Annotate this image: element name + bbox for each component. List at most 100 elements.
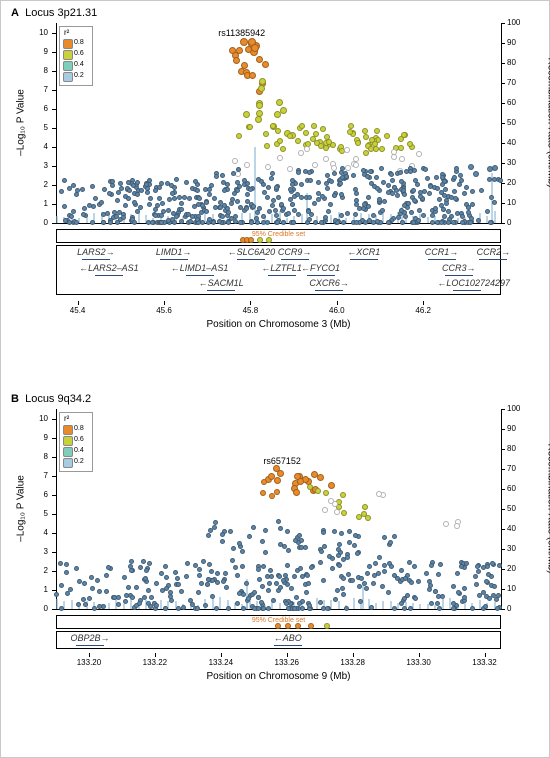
point (345, 211, 350, 216)
point (297, 478, 304, 485)
point (115, 220, 120, 225)
gene-model (350, 259, 378, 260)
point (424, 571, 429, 576)
point (263, 131, 269, 137)
point (105, 211, 110, 216)
point (199, 581, 204, 586)
point (362, 202, 367, 207)
point (377, 555, 382, 560)
point (417, 208, 422, 213)
point (135, 192, 140, 197)
panel-label: A Locus 3p21.31 (11, 7, 97, 19)
point (127, 188, 132, 193)
point (392, 606, 397, 611)
ytick (52, 552, 56, 553)
ytick-label: 0 (44, 604, 48, 613)
point (251, 525, 256, 530)
point (389, 564, 394, 569)
point (244, 206, 249, 211)
ytick (52, 514, 56, 515)
point (290, 202, 295, 207)
point (134, 585, 139, 590)
point (368, 146, 374, 152)
point (325, 173, 330, 178)
point (464, 561, 469, 566)
point (89, 575, 94, 580)
point (356, 514, 362, 520)
point (247, 124, 253, 130)
point (326, 209, 331, 214)
y2tick-label: 60 (507, 98, 516, 107)
point (315, 488, 321, 494)
point (345, 555, 350, 560)
point (277, 155, 283, 161)
point (245, 192, 250, 197)
point (209, 569, 214, 574)
point (341, 576, 346, 581)
point (407, 560, 412, 565)
gene-label: ←SACM1L (191, 278, 251, 288)
point (328, 482, 335, 489)
point (265, 195, 270, 200)
point (204, 200, 209, 205)
gene-label: ←XCR1 (334, 247, 394, 257)
ytick (52, 457, 56, 458)
point (235, 188, 240, 193)
point (255, 220, 260, 225)
ytick-label: 2 (44, 566, 48, 575)
point (146, 588, 151, 593)
gene-model (428, 259, 456, 260)
ytick-label: 6 (44, 490, 48, 499)
point (268, 568, 273, 573)
point (443, 521, 449, 527)
point (298, 566, 303, 571)
legend-label: 0.2 (74, 72, 84, 79)
point (399, 179, 404, 184)
ytick (52, 147, 56, 148)
point (265, 164, 271, 170)
ytick-label: 5 (44, 509, 48, 518)
recombination-bg (360, 603, 362, 609)
credible-set-track: 95% Credible set (56, 615, 501, 629)
point (197, 567, 202, 572)
y2tick (501, 469, 505, 470)
point (306, 581, 311, 586)
point (145, 190, 150, 195)
point (307, 603, 312, 608)
y2tick (501, 123, 505, 124)
point (247, 534, 252, 539)
point (263, 550, 268, 555)
point (123, 599, 128, 604)
point (184, 180, 189, 185)
gene-label: OBP2B→ (60, 633, 120, 643)
point (382, 569, 387, 574)
gene-model (82, 259, 110, 260)
legend-label: 0.4 (74, 447, 84, 454)
point (399, 208, 404, 213)
y2tick-label: 70 (507, 78, 516, 87)
point (416, 579, 421, 584)
point (437, 197, 442, 202)
point (59, 189, 64, 194)
point (274, 477, 281, 484)
point (95, 578, 100, 583)
y2tick (501, 103, 505, 104)
y2tick-label: 10 (507, 198, 516, 207)
y2tick-label: 0 (507, 604, 511, 613)
point (280, 146, 286, 152)
xtick (78, 301, 79, 305)
point (473, 171, 479, 177)
y2tick-label: 40 (507, 138, 516, 147)
point (144, 568, 149, 573)
point (498, 178, 503, 183)
point (335, 220, 340, 225)
gene-model (453, 290, 481, 291)
point (375, 219, 380, 224)
y-axis-left (56, 409, 57, 609)
point (416, 218, 421, 223)
ytick (52, 438, 56, 439)
point (175, 576, 180, 581)
point (101, 220, 106, 225)
point (439, 190, 444, 195)
xtick (419, 653, 420, 657)
